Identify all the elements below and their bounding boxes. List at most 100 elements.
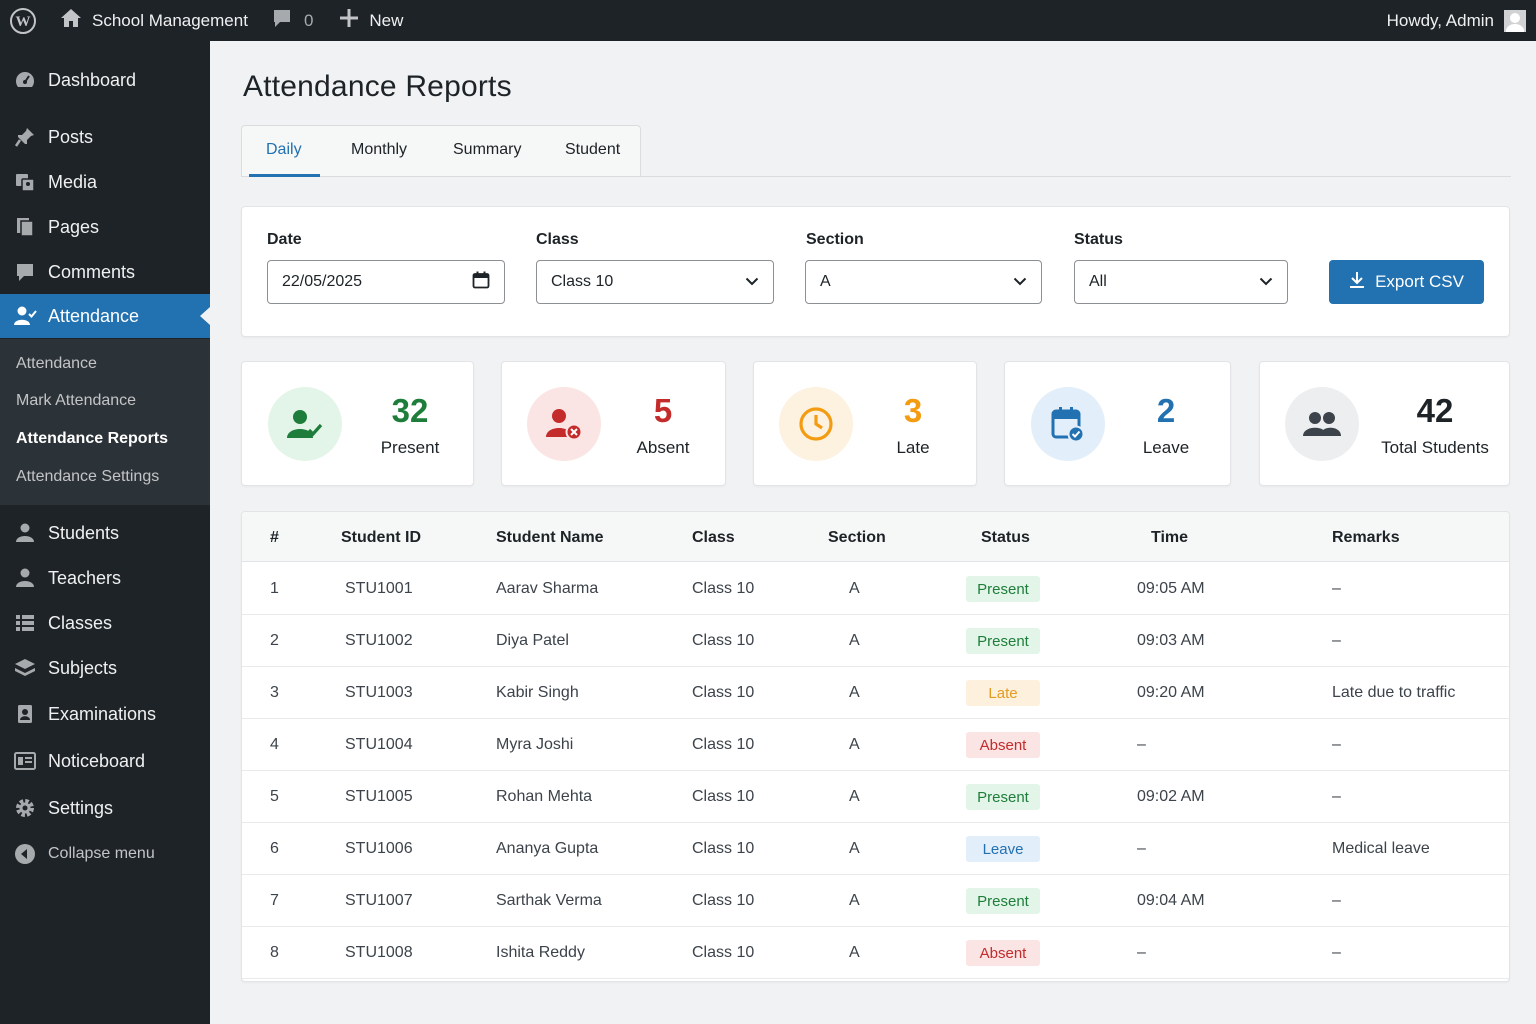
sidebar-item-posts[interactable]: Posts bbox=[0, 115, 210, 159]
sidebar-item-classes[interactable]: Classes bbox=[0, 601, 210, 645]
site-name-link[interactable]: School Management bbox=[46, 0, 248, 41]
sidebar-item-label: Noticeboard bbox=[48, 750, 146, 771]
stat-card-late: 3 Late bbox=[753, 361, 977, 486]
sidebar-item-subjects[interactable]: Subjects bbox=[0, 646, 210, 690]
sidebar-item-pages[interactable]: Pages bbox=[0, 205, 210, 249]
column-header[interactable]: Status bbox=[981, 529, 1030, 546]
account-menu[interactable]: Howdy, Admin bbox=[1387, 0, 1536, 41]
sidebar-item-settings[interactable]: Settings bbox=[0, 786, 210, 830]
section-select[interactable]: A bbox=[805, 260, 1042, 304]
cell-section: A bbox=[849, 892, 860, 909]
wordpress-logo-icon[interactable]: W bbox=[0, 0, 46, 41]
user-icon bbox=[0, 567, 48, 589]
status-badge: Present bbox=[966, 628, 1040, 654]
submenu-item-attendance-reports[interactable]: Attendance Reports bbox=[16, 430, 169, 447]
export-csv-button[interactable]: Export CSV bbox=[1329, 260, 1484, 304]
status-badge: Present bbox=[966, 888, 1040, 914]
cell-section: A bbox=[849, 580, 860, 597]
cell-remarks: – bbox=[1332, 736, 1341, 753]
status-badge: Late bbox=[966, 680, 1040, 706]
stat-value: 2 bbox=[1156, 392, 1176, 429]
sidebar-item-label: Posts bbox=[48, 126, 94, 147]
date-field[interactable]: 22/05/2025 bbox=[267, 260, 505, 304]
sidebar-item-attendance[interactable]: Attendance bbox=[0, 294, 210, 338]
status-badge: Absent bbox=[966, 940, 1040, 966]
class-select[interactable]: Class 10 bbox=[536, 260, 774, 304]
cell-section: A bbox=[849, 632, 860, 649]
cell-student-name: Myra Joshi bbox=[496, 736, 574, 753]
column-header[interactable]: Class bbox=[692, 529, 735, 546]
tabs-divider bbox=[241, 176, 1511, 177]
section-label: Section bbox=[806, 231, 864, 248]
sidebar-item-media[interactable]: Media bbox=[0, 160, 210, 204]
cell-time: 09:02 AM bbox=[1137, 788, 1205, 805]
cell-remarks: – bbox=[1332, 632, 1341, 649]
stat-value: 5 bbox=[653, 392, 673, 429]
stat-label: Leave bbox=[1142, 438, 1190, 457]
board-icon bbox=[0, 750, 48, 772]
column-header[interactable]: Section bbox=[828, 529, 886, 546]
cell-number: 3 bbox=[270, 684, 279, 701]
cell-number: 7 bbox=[270, 892, 279, 909]
cell-class: Class 10 bbox=[692, 684, 755, 701]
sidebar-item-label: Students bbox=[48, 522, 120, 543]
comments-link[interactable]: 0 bbox=[272, 0, 313, 41]
column-header[interactable]: Time bbox=[1151, 529, 1189, 546]
comment-bubble-icon bbox=[272, 9, 292, 33]
column-header[interactable]: Student Name bbox=[496, 529, 604, 546]
cell-remarks: – bbox=[1332, 580, 1341, 597]
table-row: 6 STU1006 Ananya Gupta Class 10 A – Medical le… bbox=[242, 823, 1509, 875]
chevron-down-icon bbox=[1013, 273, 1027, 291]
home-icon bbox=[60, 8, 82, 33]
cell-student-id: STU1004 bbox=[345, 736, 413, 753]
sidebar-item-examinations[interactable]: Examinations bbox=[0, 692, 210, 736]
cell-remarks: Late due to traffic bbox=[1332, 684, 1456, 701]
chevron-down-icon bbox=[1259, 273, 1273, 291]
cell-student-name: Aarav Sharma bbox=[496, 580, 599, 597]
sidebar-item-label: Examinations bbox=[48, 703, 157, 724]
cell-section: A bbox=[849, 944, 860, 961]
sidebar-item-students[interactable]: Students bbox=[0, 511, 210, 555]
sidebar-item-label: Attendance bbox=[48, 305, 140, 326]
status-badge: Leave bbox=[966, 836, 1040, 862]
tab-daily[interactable]: Daily bbox=[266, 141, 302, 158]
cell-student-id: STU1006 bbox=[345, 840, 413, 857]
status-select[interactable]: All bbox=[1074, 260, 1288, 304]
cell-student-name: Kabir Singh bbox=[496, 684, 579, 701]
collapse-menu-button[interactable]: Collapse menu bbox=[0, 832, 210, 876]
sidebar-item-noticeboard[interactable]: Noticeboard bbox=[0, 739, 210, 783]
calendar-icon bbox=[472, 271, 490, 294]
submenu-item-attendance[interactable]: Attendance bbox=[16, 355, 97, 372]
collapse-arrow-icon bbox=[0, 843, 48, 865]
sidebar-item-dashboard[interactable]: Dashboard bbox=[0, 58, 210, 102]
calendar-check-icon bbox=[1031, 387, 1105, 461]
new-content-link[interactable]: New bbox=[339, 0, 403, 41]
cell-number: 8 bbox=[270, 944, 279, 961]
cell-class: Class 10 bbox=[692, 580, 755, 597]
layers-icon bbox=[0, 657, 48, 679]
stat-card-leave: 2 Leave bbox=[1004, 361, 1231, 486]
cell-section: A bbox=[849, 840, 860, 857]
admin-bar: W School Management 0 New Howdy, Admin bbox=[0, 0, 1536, 41]
sidebar-item-comments[interactable]: Comments bbox=[0, 250, 210, 294]
tab-monthly[interactable]: Monthly bbox=[351, 141, 408, 158]
sidebar-item-label: Pages bbox=[48, 216, 100, 237]
table-row: 2 STU1002 Diya Patel Class 10 A 09:03 AM – Pres… bbox=[242, 615, 1509, 667]
tab-summary[interactable]: Summary bbox=[453, 141, 522, 158]
sidebar-item-teachers[interactable]: Teachers bbox=[0, 556, 210, 600]
pin-icon bbox=[0, 126, 48, 148]
site-name: School Management bbox=[92, 10, 248, 30]
submenu-item-attendance-settings[interactable]: Attendance Settings bbox=[16, 468, 160, 485]
user-x-icon bbox=[527, 387, 601, 461]
cell-student-name: Diya Patel bbox=[496, 632, 569, 649]
admin-sidebar: Dashboard Posts Media Pages Comments Att… bbox=[0, 41, 210, 1024]
tab-student[interactable]: Student bbox=[565, 141, 621, 158]
status-badge: Present bbox=[966, 576, 1040, 602]
cell-class: Class 10 bbox=[692, 944, 755, 961]
clock-icon bbox=[779, 387, 853, 461]
column-header[interactable]: Student ID bbox=[341, 529, 421, 546]
cell-remarks: – bbox=[1332, 892, 1341, 909]
submenu-item-mark-attendance[interactable]: Mark Attendance bbox=[16, 392, 137, 409]
svg-text:W: W bbox=[16, 14, 31, 30]
table-row: 7 STU1007 Sarthak Verma Class 10 A 09:04 AM – P… bbox=[242, 875, 1509, 927]
